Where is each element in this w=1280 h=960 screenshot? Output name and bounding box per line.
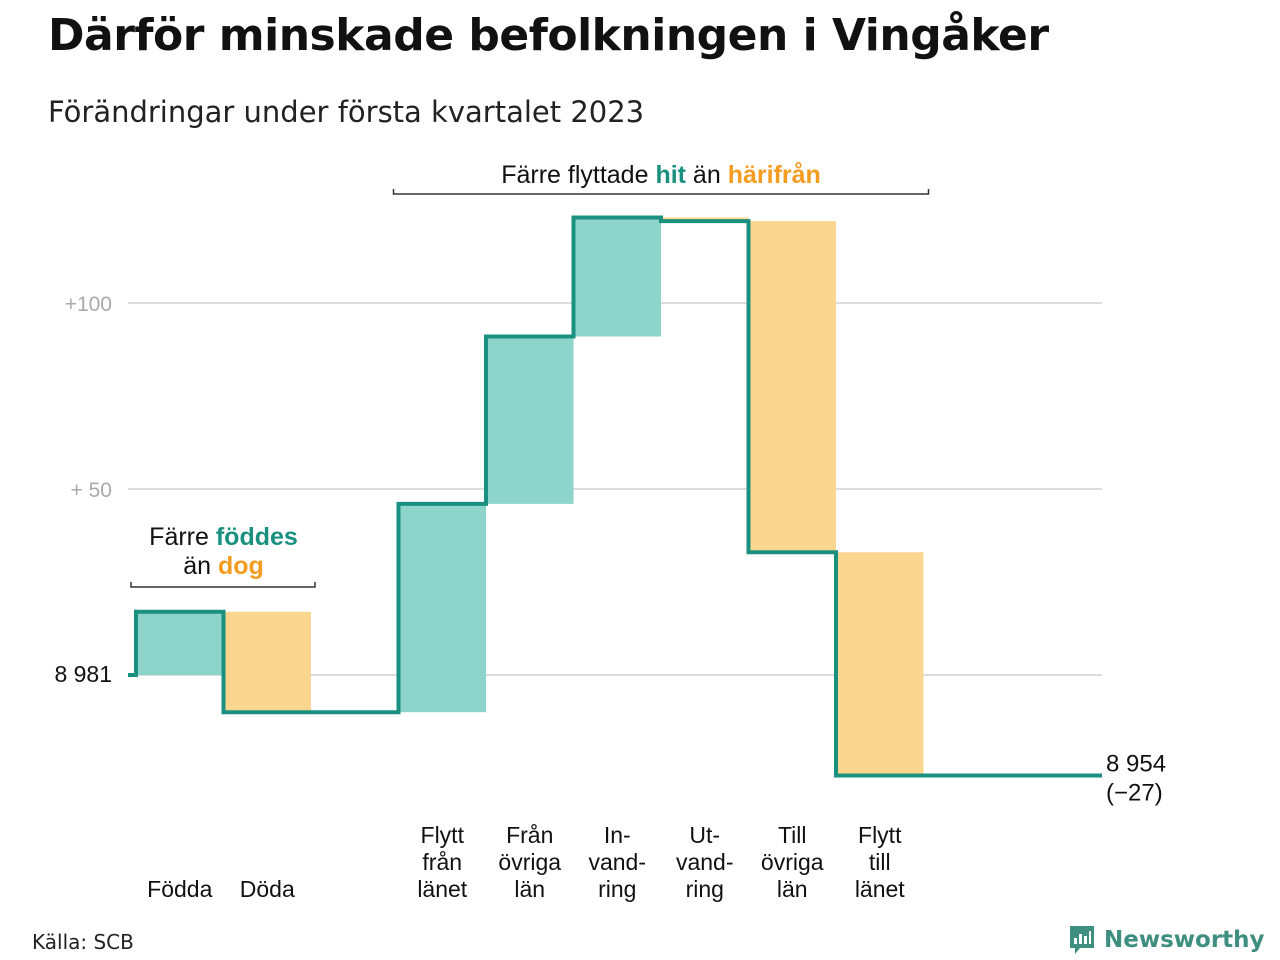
bar-step-1 — [223, 611, 311, 713]
bar-step-7 — [836, 552, 924, 776]
y-tick-label: +100 — [65, 293, 112, 316]
category-label: länet — [855, 876, 905, 902]
annotation-fragment: Färre — [149, 523, 216, 551]
category-label: Till — [778, 822, 807, 848]
category-label: vand- — [676, 849, 734, 875]
category-label: från — [422, 849, 462, 875]
annotation-fragment: hit — [655, 161, 686, 189]
annotation-fragment: dog — [218, 552, 264, 580]
category-label: ring — [686, 876, 724, 902]
category-label: ring — [598, 876, 636, 902]
end-value-label: 8 954 — [1106, 750, 1166, 777]
category-label: till — [869, 849, 891, 875]
annotation-births-deaths-line2: än dog — [183, 552, 264, 580]
annotation-fragment: än — [686, 161, 728, 189]
annotation-fragment: Färre flyttade — [501, 161, 655, 189]
start-value-label: 8 981 — [54, 661, 112, 687]
step-line — [128, 215, 1102, 778]
category-label: vand- — [588, 849, 646, 875]
category-label: Döda — [240, 876, 295, 902]
bar-step-3 — [486, 336, 574, 504]
bar-step-4 — [573, 217, 661, 337]
annotation-fragment: härifrån — [728, 161, 821, 189]
category-label: Flytt — [421, 822, 465, 848]
chart-speech-bubble-icon — [1070, 926, 1094, 954]
page-title: Därför minskade befolkningen i Vingåker — [48, 10, 1049, 61]
annotation-fragment: än — [183, 552, 218, 580]
logo-text: Newsworthy — [1104, 927, 1265, 953]
source-note: Källa: SCB — [32, 930, 134, 954]
category-label: länet — [417, 876, 467, 902]
category-label: Ut- — [689, 822, 720, 848]
page-subtitle: Förändringar under första kvartalet 2023 — [48, 95, 645, 129]
newsworthy-logo: Newsworthy — [1068, 924, 1265, 956]
annotation-bracket-migration — [392, 189, 930, 195]
annotation-bracket-births-deaths — [130, 582, 316, 588]
annotation-migration: Färre flyttade hit än härifrån — [501, 161, 821, 189]
bar-step-2 — [398, 503, 486, 713]
category-label: län — [777, 876, 808, 902]
category-label: Flytt — [858, 822, 902, 848]
category-label: övriga — [498, 849, 561, 875]
annotation-fragment: föddes — [216, 523, 298, 551]
end-value-label: (−27) — [1106, 779, 1163, 806]
category-label: In- — [604, 822, 631, 848]
category-label: Från — [506, 822, 553, 848]
bar-step-0 — [136, 611, 224, 675]
category-label: övriga — [761, 849, 824, 875]
category-label: Födda — [147, 876, 212, 902]
annotation-births-deaths-line1: Färre föddes — [149, 523, 298, 551]
y-tick-label: + 50 — [71, 479, 112, 502]
category-label: län — [514, 876, 545, 902]
bar-step-6 — [748, 221, 836, 553]
